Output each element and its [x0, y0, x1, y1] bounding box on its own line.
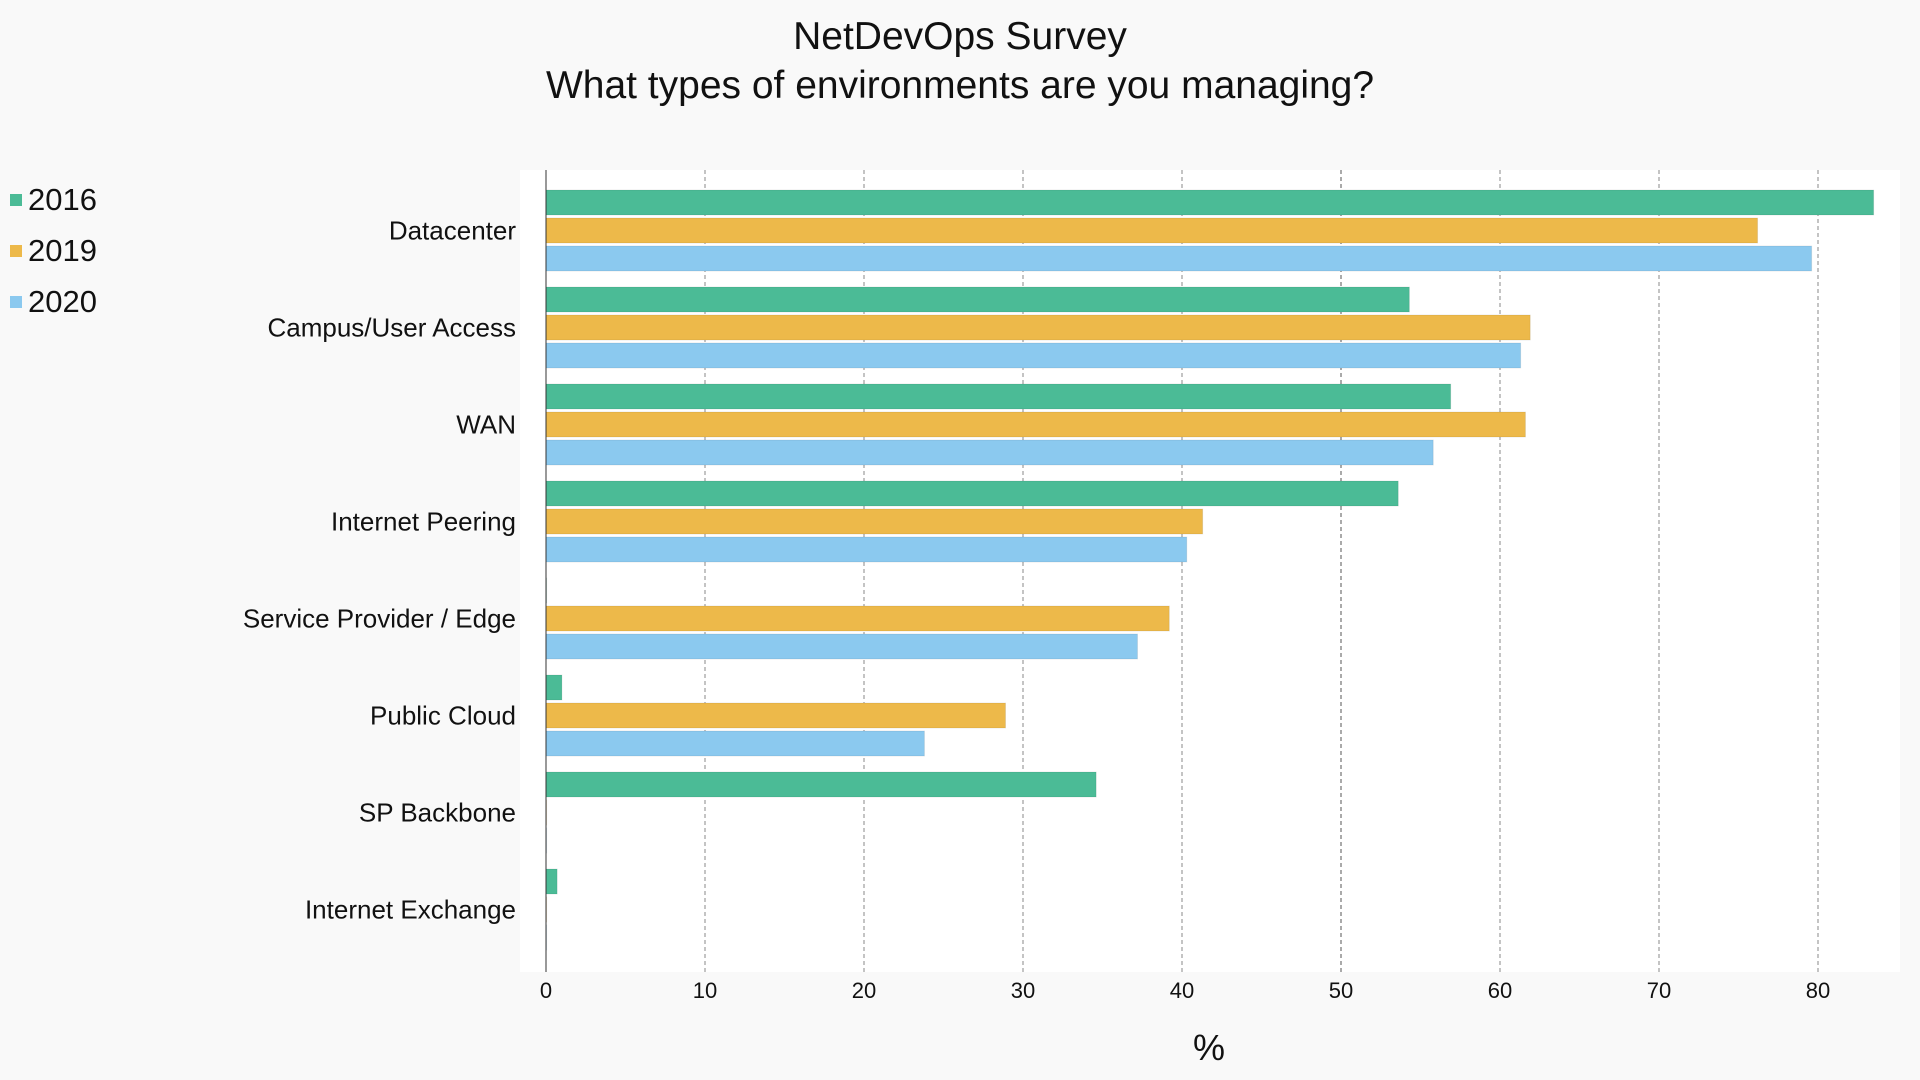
x-tick-label-20: 20: [852, 978, 876, 1003]
bars: [545, 189, 1875, 951]
x-tick-label-70: 70: [1647, 978, 1671, 1003]
legend: 2016 2019 2020: [10, 174, 97, 327]
category-label-public-cloud: Public Cloud: [370, 701, 516, 731]
chart-title-block: NetDevOps Survey What types of environme…: [0, 12, 1920, 110]
x-tick-label-10: 10: [693, 978, 717, 1003]
legend-label-2016: 2016: [28, 181, 97, 217]
x-tick-label-40: 40: [1170, 978, 1194, 1003]
category-label-campus-user-access: Campus/User Access: [267, 313, 516, 343]
bar-wan-2016: [545, 383, 1452, 410]
bar-wan-2020: [545, 439, 1434, 466]
category-label-service-provider-edge: Service Provider / Edge: [243, 604, 516, 634]
legend-swatch-2016: [10, 193, 22, 206]
bar-datacenter-2016: [545, 189, 1875, 216]
bar-public-cloud-2020: [545, 730, 925, 757]
bar-internet-peering-2020: [545, 536, 1188, 563]
bar-service-provider-edge-2020: [545, 633, 1138, 660]
x-tick-label-60: 60: [1488, 978, 1512, 1003]
bar-internet-peering-2019: [545, 508, 1204, 535]
legend-swatch-2020: [10, 295, 22, 308]
x-tick-label-50: 50: [1329, 978, 1353, 1003]
chart-title: NetDevOps Survey: [793, 15, 1127, 58]
legend-label-2020: 2020: [28, 283, 97, 319]
category-label-sp-backbone: SP Backbone: [359, 798, 516, 828]
bar-service-provider-edge-2019: [545, 605, 1170, 632]
legend-item-2020[interactable]: 2020: [10, 276, 97, 327]
x-tick-label-30: 30: [1011, 978, 1035, 1003]
labels: 0 10 20 30 40 50 60 70 80 Datacenter Campus/User A…: [243, 216, 1830, 1069]
bar-wan-2019: [545, 411, 1526, 438]
bar-campus-user-access-2019: [545, 314, 1531, 341]
chart-subtitle: What types of environments are you manag…: [545, 64, 1375, 107]
bar-datacenter-2019: [545, 217, 1759, 244]
x-tick-label-80: 80: [1806, 978, 1830, 1003]
legend-item-2019[interactable]: 2019: [10, 225, 97, 276]
x-tick-label-0: 0: [540, 978, 552, 1003]
bar-campus-user-access-2016: [545, 286, 1410, 313]
legend-label-2019: 2019: [28, 232, 97, 268]
x-axis-title: %: [1193, 1027, 1225, 1068]
legend-item-2016[interactable]: 2016: [10, 174, 97, 225]
bar-campus-user-access-2020: [545, 342, 1522, 369]
legend-swatch-2019: [10, 244, 22, 257]
category-label-wan: WAN: [456, 410, 516, 440]
category-label-internet-peering: Internet Peering: [331, 507, 516, 537]
bar-sp-backbone-2016: [545, 771, 1097, 798]
bar-internet-exchange-2016: [545, 868, 558, 895]
bar-datacenter-2020: [545, 245, 1813, 272]
category-label-internet-exchange: Internet Exchange: [305, 895, 516, 925]
bar-public-cloud-2019: [545, 702, 1007, 729]
category-label-datacenter: Datacenter: [389, 216, 517, 246]
bar-internet-peering-2016: [545, 480, 1399, 507]
bar-public-cloud-2016: [545, 674, 563, 701]
